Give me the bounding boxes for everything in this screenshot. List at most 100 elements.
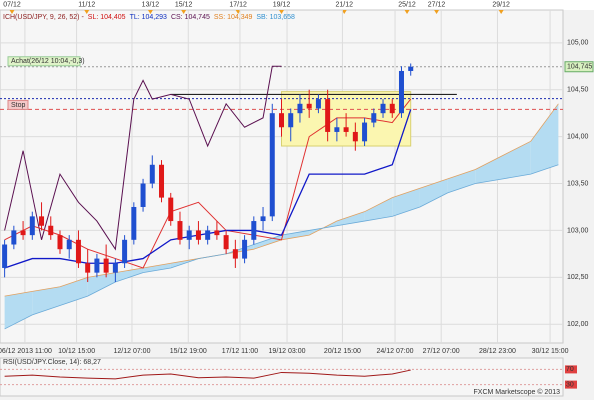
rsi-line (4, 369, 411, 380)
x-tick-label: 24/12 07:00 (377, 348, 414, 355)
candle-body (352, 131, 358, 142)
candle-body (371, 113, 377, 123)
date-marker (235, 10, 241, 14)
rsi-area (0, 357, 564, 397)
top-date: 21/12 (335, 1, 353, 8)
rsi-tick-box (565, 380, 577, 389)
cloud-segment (419, 178, 448, 207)
header-field: SB: 103,658 (256, 14, 295, 21)
date-marker (279, 10, 284, 14)
candle-body (398, 70, 404, 114)
indicator-header: ICH(USD/JPY, 9, 26, 52) - SL: 104,405 TL: … (3, 14, 295, 21)
x-tick-label: 10/12 15:00 (58, 348, 95, 355)
candle-body (380, 103, 386, 114)
candle-body (122, 239, 128, 264)
candle-body (140, 183, 146, 207)
top-date: 07/12 (3, 1, 21, 8)
last-price-label: 104,745 (567, 64, 592, 71)
rsi-tick-box (565, 365, 577, 374)
rsi-tick-label: 30 (566, 381, 574, 388)
cloud-segment (87, 272, 116, 297)
header-field: SL: 104,405 (88, 14, 126, 21)
x-tick-label: 06/12 2013 11:00 (0, 348, 52, 355)
candle-body (315, 99, 321, 109)
cloud-segment (364, 197, 393, 222)
candle-body (223, 235, 229, 250)
date-marker (181, 10, 187, 14)
header-field: SS: 104,349 (214, 14, 253, 21)
top-date: 19/12 (273, 1, 291, 8)
y-tick-label: 104,50 (567, 87, 589, 94)
candle-body (168, 197, 174, 222)
candle-body (20, 230, 26, 236)
cloud-segment (475, 155, 504, 184)
rsi-title: RSI(USD/JPY.Close, 14): 68,27 (3, 359, 101, 366)
top-date: 29/12 (492, 1, 510, 8)
candle-body (39, 216, 45, 226)
date-marker (498, 10, 504, 14)
cloud-segment (143, 263, 171, 273)
cloud-segment (447, 169, 476, 193)
candle-body (85, 263, 91, 273)
header-field: TL: 104,293 (130, 14, 167, 21)
candle-body (186, 230, 192, 240)
candle-body (214, 230, 220, 236)
candle-body (29, 216, 35, 236)
date-marker (147, 10, 153, 14)
top-date: 17/12 (229, 1, 247, 8)
candle-body (177, 221, 183, 240)
cloud-segment (4, 291, 33, 329)
date-marker (434, 10, 440, 14)
stop-label-box (7, 99, 29, 110)
footer: FXCM Marketscope © 2013 (474, 388, 561, 396)
candle-body (149, 164, 155, 184)
candle-body (205, 230, 211, 240)
stop-label: Stop (11, 102, 26, 109)
candle-body (103, 258, 109, 273)
candle-body (94, 258, 100, 273)
cloud-segment (392, 188, 420, 217)
cloud-segment (530, 103, 559, 175)
kijun-line (4, 109, 412, 269)
candle-body (297, 103, 303, 114)
cloud-segment (503, 141, 531, 179)
y-tick-label: 103,50 (567, 180, 589, 187)
chikou-line (4, 65, 282, 251)
candle-body (131, 206, 137, 240)
date-marker (341, 10, 347, 14)
candle-body (242, 239, 248, 259)
rsi-tick-label: 70 (566, 366, 574, 373)
x-tick-label: 30/12 15:00 (532, 348, 569, 355)
candle-body (75, 239, 81, 264)
header-field: CS: 104,745 (171, 14, 210, 21)
top-date: 25/12 (398, 1, 416, 8)
candle-body (334, 127, 340, 132)
y-tick-label: 104,00 (567, 133, 589, 140)
candle-body (408, 66, 414, 71)
candle-body (251, 221, 257, 240)
date-bar (0, 0, 594, 10)
date-marker (404, 10, 410, 14)
candle-body (362, 122, 368, 142)
x-tick-label: 19/12 03:00 (269, 348, 306, 355)
candle-body (269, 113, 275, 217)
cloud-segment (115, 267, 144, 283)
last-price-box (564, 61, 594, 73)
candle-body (279, 113, 284, 128)
candle-body (11, 230, 17, 245)
candle-body (57, 235, 63, 250)
cloud-segment (281, 230, 310, 240)
candle-body (232, 249, 238, 259)
top-date: 11/12 (78, 1, 95, 8)
candle-body (306, 103, 312, 109)
candle-body (66, 239, 72, 250)
top-date: 13/12 (142, 1, 160, 8)
y-tick-label: 103,00 (567, 227, 589, 234)
entry-label: Achat(26/12 10:04,-0,3) (11, 58, 85, 65)
candle-body (112, 263, 118, 273)
date-marker (9, 10, 15, 14)
candle-body (48, 225, 54, 236)
candle-body (260, 216, 266, 222)
